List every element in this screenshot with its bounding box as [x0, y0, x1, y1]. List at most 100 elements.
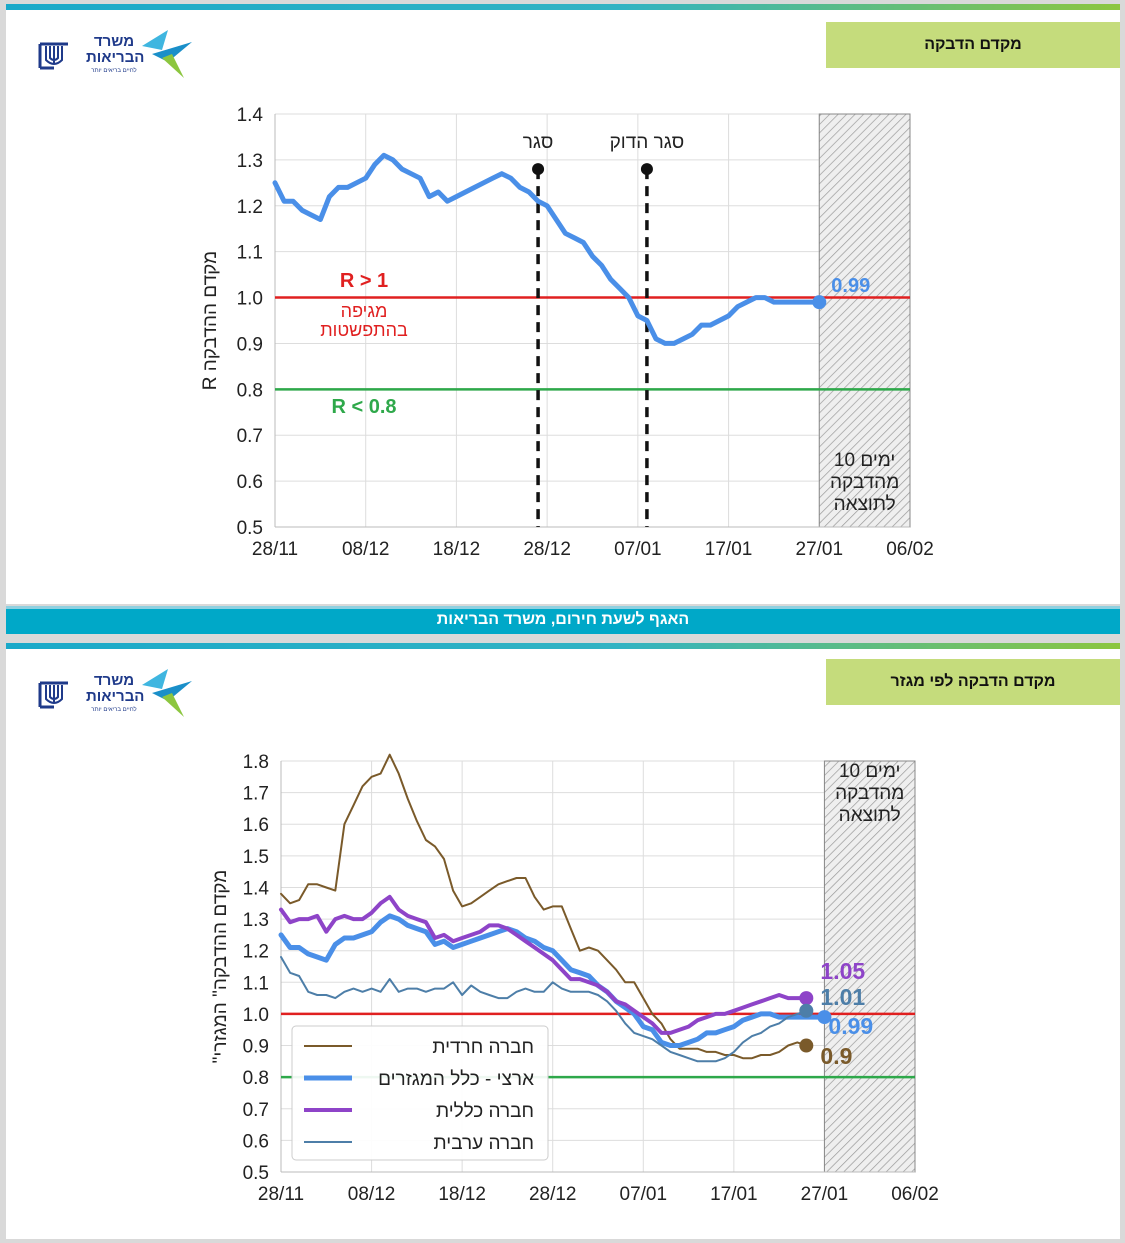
menorah-emblem-icon	[36, 679, 72, 711]
legend-label: חברה חרדית	[432, 1037, 534, 1058]
legend-label: חברה ערבית	[434, 1133, 534, 1154]
x-tick-label: 08/12	[342, 539, 390, 560]
lockdown-marker	[532, 163, 545, 176]
r-above-1-label: R > 1	[340, 270, 388, 292]
y-tick-label: 1.8	[243, 752, 269, 773]
x-tick-label: 28/12	[523, 539, 571, 560]
sector-end-label: 1.05	[820, 958, 865, 984]
forecast-region-label: מהדבקה	[830, 472, 899, 493]
sector-series-line-end-marker	[817, 1010, 832, 1025]
y-axis-label: R מקדם ההדבקה	[200, 251, 221, 391]
y-tick-label: 0.7	[237, 426, 263, 447]
footer-text: האגף לשעת חירום, משרד הבריאות	[436, 611, 690, 628]
lockdown-label: סגר הדוק	[610, 132, 685, 153]
y-tick-label: 0.7	[243, 1100, 269, 1121]
forecast-region-label: 10 ימים	[839, 761, 900, 782]
forecast-shaded-region	[823, 760, 916, 1173]
top-stripe	[6, 643, 1120, 649]
x-tick-label: 18/12	[433, 539, 481, 560]
x-tick-label: 27/01	[796, 539, 844, 560]
x-tick-label: 06/02	[891, 1184, 939, 1205]
forecast-region-label: לתוצאה	[834, 494, 896, 515]
forecast-region-label: לתוצאה	[839, 805, 901, 826]
sector-series-line	[278, 913, 827, 1048]
forecast-shaded-region	[818, 113, 911, 528]
sector-series-line-end-marker	[799, 991, 814, 1006]
logo-name-line2: הבריאות	[86, 688, 145, 705]
forecast-region-label: מהדבקה	[835, 783, 904, 804]
y-tick-label: 1.1	[243, 973, 269, 994]
bird-logo-icon	[142, 30, 192, 78]
menorah-emblem-icon	[36, 40, 72, 72]
slide-title: מקדם הדבקה לפי מגזר	[826, 659, 1120, 705]
logo-name-line2: הבריאות	[86, 49, 145, 66]
r-below-08-label: R < 0.8	[331, 396, 396, 418]
y-axis-label: "מקדם ההדבקה" המגזרי	[210, 870, 231, 1064]
x-tick-label: 07/01	[620, 1184, 668, 1205]
y-tick-label: 0.8	[243, 1068, 269, 1089]
legend-label: חברה כללית	[436, 1101, 534, 1122]
y-tick-label: 1.7	[243, 784, 269, 805]
lockdown-marker	[640, 163, 653, 176]
epidemic-label-line2: בהתפשטות	[320, 320, 408, 340]
x-tick-label: 17/01	[710, 1184, 758, 1205]
x-tick-label: 06/02	[886, 539, 934, 560]
y-tick-label: 0.6	[243, 1131, 269, 1152]
y-tick-label: 1.0	[243, 1005, 269, 1026]
forecast-region-label: 10 ימים	[834, 450, 895, 471]
y-tick-label: 0.5	[243, 1163, 269, 1184]
y-tick-label: 0.9	[237, 334, 263, 355]
r-series-line	[272, 152, 822, 346]
slide-title: מקדם הדבקה	[826, 22, 1120, 68]
y-tick-label: 1.6	[243, 815, 269, 836]
logo-tagline: לחיים בריאים יותר	[91, 707, 137, 713]
bird-logo-icon	[142, 669, 192, 717]
end-value-label: 0.99	[831, 275, 870, 297]
y-tick-label: 1.2	[243, 942, 269, 963]
y-tick-label: 0.8	[237, 380, 263, 401]
y-tick-label: 1.0	[237, 289, 263, 310]
logo-name-line1: משרד	[93, 672, 135, 689]
legend-box	[291, 1025, 549, 1161]
r-series-line-end-marker	[812, 295, 827, 310]
sector-series-line	[280, 956, 808, 1063]
x-tick-label: 07/01	[614, 539, 662, 560]
y-tick-label: 1.4	[243, 878, 270, 899]
x-tick-label: 28/12	[529, 1184, 577, 1205]
sector-end-label: 0.9	[820, 1043, 852, 1069]
y-tick-label: 1.4	[237, 105, 264, 126]
x-tick-label: 28/11	[252, 539, 298, 560]
x-tick-label: 08/12	[348, 1184, 396, 1205]
y-tick-label: 0.5	[237, 518, 263, 539]
y-tick-label: 0.9	[243, 1037, 269, 1058]
lockdown-label: סגר	[523, 132, 554, 153]
ministry-logo: משרד הבריאות לחיים בריאים יותר	[34, 665, 204, 725]
epidemic-label-line1: מגיפה	[341, 301, 388, 321]
logo-name-line1: משרד	[93, 33, 135, 50]
x-tick-label: 18/12	[438, 1184, 486, 1205]
y-tick-label: 0.6	[237, 472, 263, 493]
sector-series-line-end-marker	[799, 1038, 814, 1053]
slide-r-overall: מקדם הדבקה משרד הבריאות לחיים בריאים יות…	[6, 4, 1120, 604]
sector-end-label: 0.99	[828, 1013, 873, 1039]
sector-end-label: 1.01	[820, 984, 865, 1010]
sector-series-line-end-marker	[799, 1003, 814, 1018]
x-tick-label: 27/01	[801, 1184, 849, 1205]
y-tick-label: 1.3	[237, 151, 263, 172]
legend-label: ארצי - כלל המגזרים	[378, 1069, 534, 1090]
logo-tagline: לחיים בריאים יותר	[91, 68, 137, 74]
y-tick-label: 1.3	[243, 910, 269, 931]
y-tick-label: 1.2	[237, 197, 263, 218]
footer-thin-stripe	[6, 606, 1120, 609]
r-by-sector-chart: 0.5 0.6 0.7 0.8 0.9 1.0 1.1 1.2 1.3 1.4 1.5 1.6 1.7 1…	[210, 752, 939, 1205]
sector-series-line	[280, 753, 808, 1060]
y-tick-label: 1.5	[243, 847, 269, 868]
top-stripe	[6, 4, 1120, 10]
x-tick-label: 28/11	[258, 1184, 304, 1205]
ministry-logo: משרד הבריאות לחיים בריאים יותר	[34, 26, 204, 86]
r-overall-chart: 0.5 0.6 0.7 0.8 0.9 1.0 1.1 1.2 1.3 1.4 28/11 08/12…	[200, 105, 934, 560]
sector-series-line	[279, 894, 809, 1035]
slide-r-by-sector: מקדם הדבקה לפי מגזר משרד הבריאות לחיים ב…	[6, 643, 1120, 1239]
footer-bar: האגף לשעת חירום, משרד הבריאות	[6, 606, 1120, 634]
y-tick-label: 1.1	[237, 243, 263, 264]
